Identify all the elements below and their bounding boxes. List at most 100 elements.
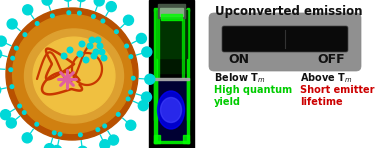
Circle shape bbox=[116, 112, 120, 116]
Circle shape bbox=[14, 46, 18, 50]
Bar bbox=[182, 8, 184, 78]
Circle shape bbox=[106, 2, 116, 12]
Ellipse shape bbox=[16, 21, 132, 131]
FancyBboxPatch shape bbox=[222, 26, 348, 52]
Bar bbox=[160, 8, 183, 16]
Circle shape bbox=[129, 55, 133, 58]
Circle shape bbox=[94, 0, 104, 6]
Ellipse shape bbox=[33, 37, 115, 115]
FancyBboxPatch shape bbox=[209, 13, 361, 71]
Circle shape bbox=[6, 118, 16, 128]
Circle shape bbox=[53, 131, 56, 135]
Circle shape bbox=[101, 55, 107, 61]
Text: Short emitter: Short emitter bbox=[300, 85, 375, 95]
Circle shape bbox=[100, 140, 110, 148]
Circle shape bbox=[6, 8, 138, 140]
Circle shape bbox=[11, 56, 14, 60]
Bar bbox=[154, 8, 156, 120]
Text: Below T$_m$: Below T$_m$ bbox=[214, 71, 265, 85]
Text: yield: yield bbox=[214, 97, 241, 107]
Bar bbox=[183, 135, 189, 143]
Circle shape bbox=[45, 144, 54, 148]
Bar bbox=[154, 78, 156, 143]
Ellipse shape bbox=[161, 98, 181, 123]
Circle shape bbox=[141, 92, 152, 102]
Bar bbox=[156, 80, 186, 140]
Text: Above T$_m$: Above T$_m$ bbox=[300, 71, 352, 85]
Circle shape bbox=[63, 0, 73, 1]
Circle shape bbox=[115, 30, 118, 33]
Circle shape bbox=[35, 122, 39, 126]
Circle shape bbox=[77, 51, 83, 57]
Circle shape bbox=[91, 53, 97, 59]
Circle shape bbox=[0, 85, 1, 95]
Bar bbox=[154, 78, 189, 80]
Circle shape bbox=[52, 145, 62, 148]
Circle shape bbox=[136, 33, 146, 43]
Circle shape bbox=[7, 19, 17, 29]
Circle shape bbox=[77, 146, 88, 148]
Circle shape bbox=[67, 47, 73, 53]
Circle shape bbox=[35, 22, 39, 25]
Circle shape bbox=[0, 36, 6, 46]
Bar bbox=[149, 0, 194, 148]
Circle shape bbox=[22, 111, 26, 114]
Circle shape bbox=[126, 97, 130, 101]
Circle shape bbox=[23, 33, 27, 36]
Circle shape bbox=[0, 110, 11, 120]
Circle shape bbox=[138, 101, 148, 111]
Text: High quantum: High quantum bbox=[214, 85, 292, 95]
Circle shape bbox=[79, 133, 82, 137]
Circle shape bbox=[132, 76, 135, 80]
Circle shape bbox=[83, 57, 89, 63]
Circle shape bbox=[23, 5, 33, 15]
Bar bbox=[158, 4, 185, 18]
Circle shape bbox=[79, 41, 85, 47]
Text: ON: ON bbox=[228, 53, 249, 66]
Circle shape bbox=[103, 124, 107, 128]
Circle shape bbox=[87, 43, 93, 49]
Circle shape bbox=[97, 43, 103, 49]
Circle shape bbox=[126, 120, 136, 130]
Circle shape bbox=[95, 37, 101, 43]
Circle shape bbox=[77, 11, 81, 15]
Bar bbox=[156, 8, 158, 78]
Bar bbox=[154, 135, 160, 143]
Circle shape bbox=[22, 133, 32, 143]
Circle shape bbox=[89, 37, 95, 43]
Circle shape bbox=[125, 44, 129, 48]
Circle shape bbox=[101, 19, 105, 23]
Ellipse shape bbox=[25, 29, 124, 123]
Circle shape bbox=[91, 15, 95, 18]
Circle shape bbox=[42, 0, 52, 5]
Text: lifetime: lifetime bbox=[300, 97, 342, 107]
Text: Upconverted emission: Upconverted emission bbox=[215, 5, 363, 18]
Ellipse shape bbox=[36, 40, 112, 112]
Bar bbox=[154, 8, 189, 11]
Bar bbox=[186, 8, 189, 120]
Circle shape bbox=[0, 49, 2, 59]
Bar bbox=[186, 78, 189, 143]
Circle shape bbox=[129, 90, 132, 94]
Circle shape bbox=[18, 104, 22, 108]
Circle shape bbox=[9, 68, 12, 71]
Bar bbox=[156, 10, 186, 73]
Circle shape bbox=[61, 53, 67, 59]
Circle shape bbox=[58, 132, 62, 136]
Bar bbox=[154, 140, 189, 143]
Circle shape bbox=[96, 128, 100, 131]
Circle shape bbox=[108, 135, 118, 145]
Circle shape bbox=[12, 15, 132, 133]
Circle shape bbox=[51, 14, 54, 18]
Circle shape bbox=[93, 49, 99, 55]
Circle shape bbox=[76, 0, 87, 2]
Circle shape bbox=[67, 11, 71, 15]
Bar bbox=[161, 14, 182, 20]
Circle shape bbox=[142, 47, 152, 57]
Circle shape bbox=[10, 85, 14, 89]
Circle shape bbox=[145, 74, 155, 84]
Ellipse shape bbox=[158, 91, 184, 129]
Bar bbox=[156, 10, 186, 58]
Circle shape bbox=[124, 15, 133, 25]
Text: OFF: OFF bbox=[317, 53, 345, 66]
